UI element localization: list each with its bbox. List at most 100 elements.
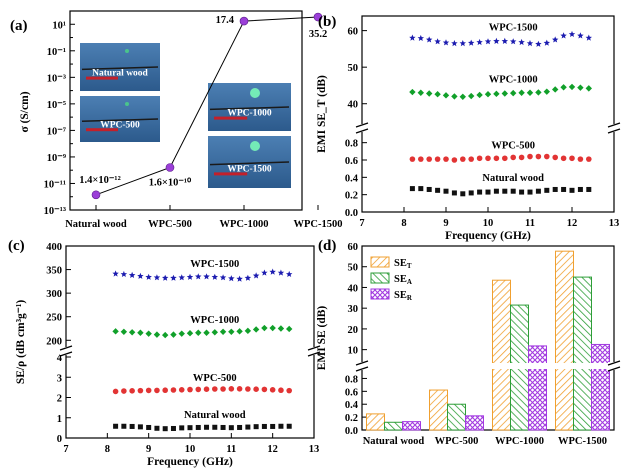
data-point [236,385,243,392]
data-point [476,155,483,162]
data-point [154,425,160,431]
y-tick-label: 0.4 [345,173,359,184]
data-point [543,39,550,46]
y-axis-label: σ (S/cm) [19,91,31,132]
legend-swatch [370,256,390,268]
data-point [426,36,433,43]
y-tick-label: 0 [57,434,62,445]
legend-swatch [370,272,390,284]
data-point [451,40,458,47]
data-point [261,386,268,393]
x-tick-label: 7 [359,218,364,229]
data-point [518,89,525,96]
photo-label: WPC-1000 [227,109,272,119]
data-point [493,90,500,98]
bar-se-t [492,279,511,431]
y-tick-label: 40 [348,283,359,294]
plot-frame [361,245,615,431]
photo-wire-red [86,128,118,132]
data-point [560,84,567,91]
data-point [228,385,235,392]
data-point [476,91,483,99]
led-glow [250,141,260,151]
data-point [544,153,550,160]
x-tick-label: 7 [63,444,68,455]
data-point [178,387,185,393]
legend-label: SER [394,290,413,302]
y-tick-label: 0.8 [345,374,358,385]
series-label: WPC-500 [491,140,535,151]
data-point [112,270,119,277]
data-point [237,424,243,430]
panel-b: (b) 7 8 9 10 11 12 13 Frequency (GHz) 40 50 60 0.0 0.… [316,14,621,242]
data-point [451,190,457,196]
y-tick-label: 10⁻³ [47,73,66,84]
photo-label: Natural wood [92,69,148,79]
data-point [91,190,101,200]
series-label: Natural wood [184,410,246,421]
data-point [145,273,152,280]
y-tick-label: 10⁻¹¹ [44,179,66,190]
bar-se-r [528,345,547,431]
series-label: WPC-500 [193,373,237,384]
data-point [577,84,584,91]
data-point [121,423,127,429]
x-tick-label: WPC-500 [435,436,479,447]
data-point [120,328,128,335]
data-line [95,16,319,196]
data-point [269,324,276,332]
data-point [577,186,583,192]
x-tick-label: Natural wood [363,436,425,447]
data-point [277,325,285,332]
data-point [137,272,144,279]
data-point [459,40,466,47]
series-wpc-1500 [112,268,293,282]
series-label: WPC-1000 [190,315,239,326]
x-tick-label: Natural wood [65,219,127,230]
data-point [253,386,259,392]
data-point [442,92,450,99]
data-point [129,388,135,394]
data-point [586,156,592,162]
data-point [434,156,441,162]
data-point [560,155,567,162]
data-point [426,90,433,97]
photo-wire-red [214,116,248,120]
series-wpc-1000 [112,324,293,339]
data-point [544,187,550,193]
data-point [112,328,119,335]
data-point [252,326,260,333]
y-tick-label: 0.6 [345,387,358,398]
axis-break-band [363,363,613,369]
bar-se-a [573,276,592,431]
data-point [552,186,558,192]
data-point [170,425,176,431]
x-tick-label: 8 [401,218,406,229]
data-point [510,89,517,97]
data-point [178,330,185,337]
photo-label: WPC-500 [100,120,140,130]
data-point [409,88,416,96]
data-point [145,330,152,337]
data-point [468,190,474,196]
panel-label: (c) [8,238,25,254]
data-point [236,275,243,282]
y-tick-label: 0.2 [345,413,358,424]
legend-label: SET [394,258,412,270]
data-point [501,90,508,97]
y-tick-label: 10 [348,346,359,357]
data-point [527,153,533,160]
data-point [569,155,575,162]
data-point [501,37,508,44]
y-tick-label: 0.6 [345,156,358,167]
data-point [477,189,483,195]
data-point [535,188,541,194]
bar-se-r [402,421,421,431]
y-tick-label: 10⁻⁹ [47,153,66,164]
data-point [434,91,441,98]
data-point [459,93,466,100]
data-point [236,328,243,335]
y-tick-label: 400 [46,242,62,253]
data-point [468,39,475,46]
data-point [552,86,559,93]
